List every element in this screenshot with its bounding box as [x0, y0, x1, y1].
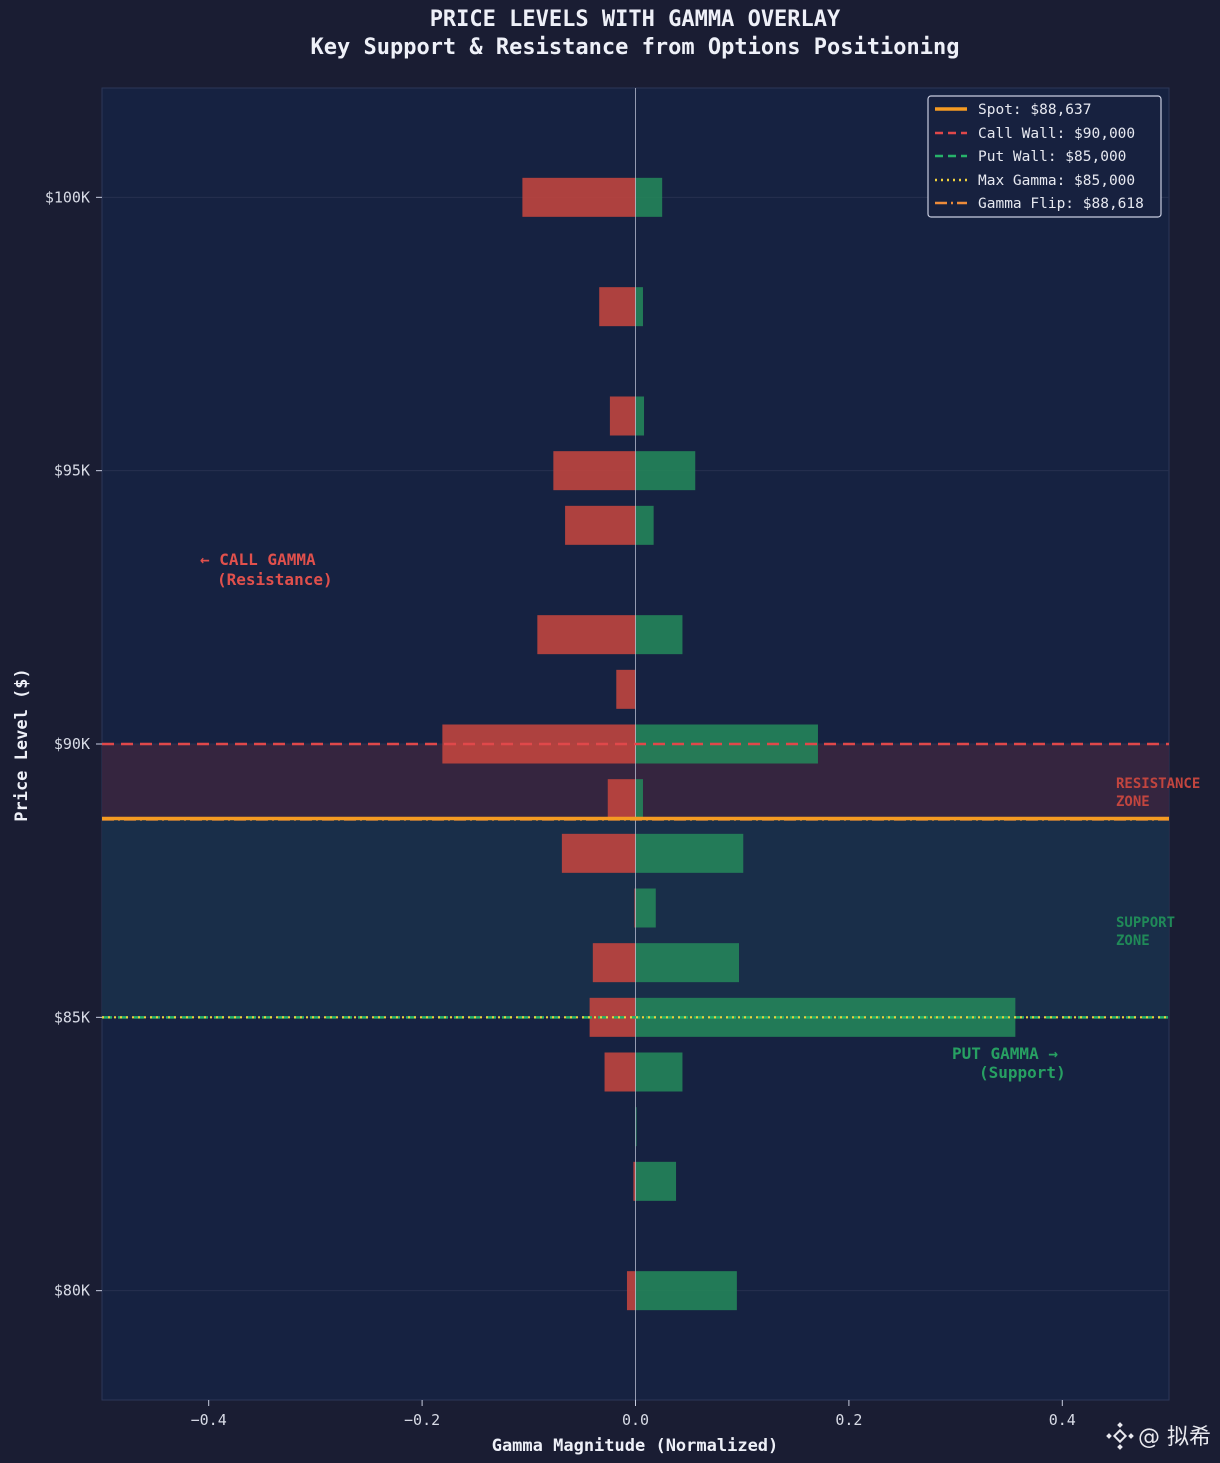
- call-gamma-bar: [565, 505, 636, 545]
- y-axis-label: Price Level ($): [12, 668, 32, 822]
- legend-gamma-flip: Gamma Flip: $88,618: [978, 196, 1144, 212]
- call-gamma-bar: [634, 888, 636, 928]
- call-gamma-bar: [553, 451, 636, 491]
- put-gamma-bar: [635, 1107, 637, 1147]
- put-gamma-bar: [635, 1271, 737, 1311]
- call-gamma-annotation-sub: (Resistance): [217, 570, 333, 589]
- x-axis-ticks: −0.4 −0.2 0.0 0.2 0.4: [191, 1400, 1076, 1429]
- y-tick-label: $95K: [54, 462, 90, 480]
- x-tick-label: 0.0: [622, 1411, 649, 1429]
- diamond-logo-icon: [1106, 1422, 1134, 1450]
- chart-subtitle: Key Support & Resistance from Options Po…: [310, 35, 959, 60]
- put-gamma-bar: [635, 615, 683, 655]
- x-tick-label: 0.2: [835, 1411, 862, 1429]
- call-gamma-bar: [592, 943, 636, 983]
- legend-put-wall: Put Wall: $85,000: [978, 149, 1126, 165]
- put-gamma-bar: [635, 177, 663, 217]
- watermark: @ 拟希: [1106, 1422, 1211, 1450]
- put-gamma-bar: [635, 779, 643, 819]
- legend-spot: Spot: $88,637: [978, 102, 1092, 118]
- legend: Spot: $88,637 Call Wall: $90,000 Put Wal…: [927, 95, 1162, 218]
- call-gamma-bar: [607, 779, 636, 819]
- chart-title: PRICE LEVELS WITH GAMMA OVERLAY: [430, 7, 841, 32]
- x-tick-label: −0.2: [404, 1411, 440, 1429]
- support-zone-label: SUPPORT: [1116, 915, 1175, 931]
- call-gamma-bar: [522, 177, 636, 217]
- call-gamma-bar: [599, 287, 636, 327]
- call-gamma-bar: [626, 1271, 636, 1311]
- call-gamma-bar: [616, 669, 636, 709]
- call-gamma-bar: [609, 396, 636, 436]
- resistance-zone-label: RESISTANCE: [1116, 776, 1200, 792]
- y-tick-label: $90K: [54, 735, 90, 753]
- put-gamma-bar: [635, 1161, 677, 1201]
- put-gamma-bar: [635, 287, 643, 327]
- support-zone-label-sub: ZONE: [1116, 933, 1150, 949]
- watermark-text: @ 拟希: [1138, 1425, 1211, 1450]
- legend-call-wall: Call Wall: $90,000: [978, 126, 1135, 142]
- y-axis-ticks: $80K $85K $90K $95K $100K: [45, 188, 102, 1300]
- put-gamma-bar: [635, 396, 645, 436]
- put-gamma-annotation-sub: (Support): [979, 1063, 1066, 1082]
- put-gamma-bar: [635, 1052, 683, 1092]
- legend-max-gamma: Max Gamma: $85,000: [978, 173, 1135, 189]
- put-gamma-bar: [635, 833, 744, 873]
- call-gamma-bar: [633, 1161, 636, 1201]
- y-tick-label: $85K: [54, 1008, 90, 1026]
- put-gamma-bar: [635, 943, 739, 983]
- call-gamma-annotation: ← CALL GAMMA: [200, 550, 316, 569]
- key-level-lines: [102, 742, 1169, 1019]
- call-gamma-bar: [561, 833, 636, 873]
- put-gamma-bar: [635, 505, 654, 545]
- put-gamma-annotation: PUT GAMMA →: [952, 1044, 1058, 1063]
- legend-box: [927, 95, 1162, 218]
- y-tick-label: $100K: [45, 188, 90, 206]
- call-gamma-bar: [537, 615, 636, 655]
- x-axis-label: Gamma Magnitude (Normalized): [492, 1436, 779, 1456]
- resistance-zone-label-sub: ZONE: [1116, 794, 1150, 810]
- x-tick-label: 0.4: [1049, 1411, 1076, 1429]
- y-tick-label: $80K: [54, 1282, 90, 1300]
- put-gamma-bar: [635, 451, 696, 491]
- put-gamma-bar: [635, 888, 656, 928]
- call-gamma-bar: [604, 1052, 636, 1092]
- x-tick-label: −0.4: [191, 1411, 227, 1429]
